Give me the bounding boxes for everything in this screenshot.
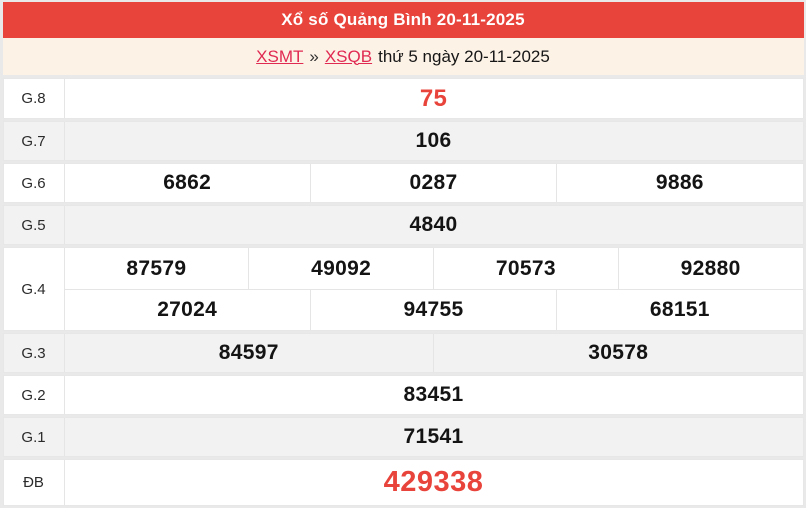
prize-row-db: ĐB 429338 xyxy=(2,459,804,506)
breadcrumb-date-text: thứ 5 ngày 20-11-2025 xyxy=(378,46,550,66)
prize-row-g6: G.6 6862 0287 9886 xyxy=(2,163,804,203)
prize-number: 84597 xyxy=(218,341,279,364)
page-header: Xổ số Quảng Bình 20-11-2025 xyxy=(2,2,804,38)
prize-number: 30578 xyxy=(433,334,803,372)
prize-number: 4840 xyxy=(409,213,458,236)
breadcrumb-link-xsmt[interactable]: XSMT xyxy=(256,46,304,66)
prize-label: ĐB xyxy=(4,460,65,505)
breadcrumb: XSMT » XSQB thứ 5 ngày 20-11-2025 xyxy=(2,38,804,75)
prize-number: 27024 xyxy=(157,298,218,321)
prize-row-g3: G.3 84597 30578 xyxy=(2,333,804,373)
results-table: G.8 75 G.7 106 G.6 6862 0287 9886 G.5 48… xyxy=(2,78,804,506)
prize-number: 9886 xyxy=(556,164,802,202)
prize-row-g2: G.2 83451 xyxy=(2,375,804,415)
breadcrumb-link-xsqb[interactable]: XSQB xyxy=(324,46,373,66)
prize-label: G.8 xyxy=(4,79,65,118)
prize-number: 106 xyxy=(415,129,452,152)
prize-label: G.5 xyxy=(4,206,65,244)
prize-number: 70573 xyxy=(433,248,618,289)
prize-row-g5: G.5 4840 xyxy=(2,205,804,245)
prize-number: 68151 xyxy=(556,290,802,330)
prize-number: 94755 xyxy=(309,290,556,330)
breadcrumb-separator: » xyxy=(309,46,319,66)
prize-number: 92880 xyxy=(617,248,803,289)
prize-number: 429338 xyxy=(383,466,484,498)
prize-number: 0287 xyxy=(309,164,556,202)
prize-row-g7: G.7 106 xyxy=(2,121,804,161)
prize-number: 75 xyxy=(419,84,448,112)
prize-label: G.1 xyxy=(4,418,65,456)
prize-row-g1: G.1 71541 xyxy=(2,417,804,457)
prize-row-g4: G.4 87579 49092 70573 92880 27024 94755 … xyxy=(2,247,804,331)
prize-number: 49092 xyxy=(248,248,433,289)
prize-label: G.6 xyxy=(4,164,65,202)
prize-number: 71541 xyxy=(403,425,464,448)
prize-number: 87579 xyxy=(126,256,187,280)
prize-number: 6862 xyxy=(163,171,212,194)
prize-label: G.3 xyxy=(4,334,65,372)
prize-number: 83451 xyxy=(403,383,464,406)
prize-label: G.7 xyxy=(4,122,65,160)
prize-label: G.4 xyxy=(4,248,65,330)
prize-label: G.2 xyxy=(4,376,65,414)
page-title: Xổ số Quảng Bình 20-11-2025 xyxy=(281,10,525,29)
prize-row-g8: G.8 75 xyxy=(2,78,804,119)
